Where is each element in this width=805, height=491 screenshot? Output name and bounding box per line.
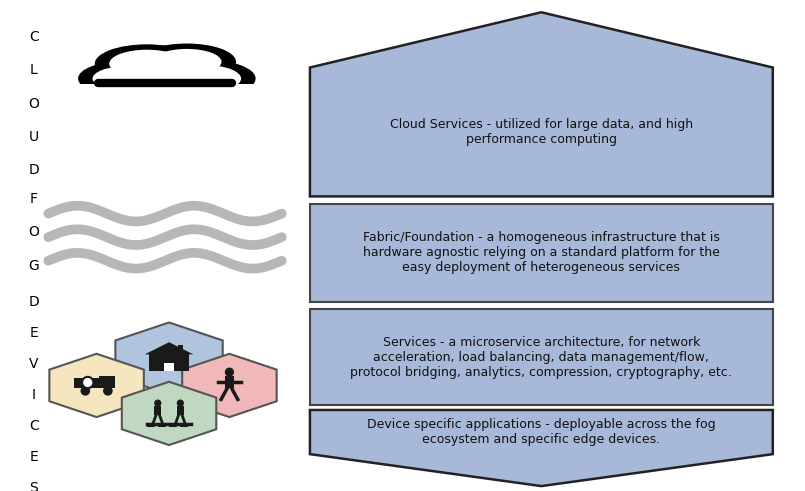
- FancyBboxPatch shape: [42, 84, 288, 113]
- Text: Fabric/Foundation - a homogeneous infrastructure that is
hardware agnostic relyi: Fabric/Foundation - a homogeneous infras…: [363, 231, 720, 274]
- Polygon shape: [122, 382, 217, 445]
- Text: O: O: [28, 97, 39, 110]
- Text: D: D: [28, 164, 39, 177]
- FancyBboxPatch shape: [225, 376, 233, 388]
- Text: G: G: [28, 259, 39, 273]
- Text: C: C: [29, 419, 39, 433]
- Ellipse shape: [138, 44, 236, 80]
- Ellipse shape: [78, 61, 172, 96]
- Text: C: C: [29, 30, 39, 44]
- Ellipse shape: [82, 377, 93, 388]
- Polygon shape: [310, 410, 773, 486]
- Text: I: I: [32, 388, 35, 402]
- Text: Device specific applications - deployable across the fog
ecosystem and specific : Device specific applications - deployabl…: [367, 418, 716, 446]
- Text: E: E: [30, 450, 38, 464]
- FancyBboxPatch shape: [163, 363, 175, 371]
- Ellipse shape: [152, 49, 221, 75]
- FancyBboxPatch shape: [149, 355, 189, 371]
- FancyBboxPatch shape: [178, 346, 184, 351]
- FancyBboxPatch shape: [177, 406, 184, 414]
- FancyBboxPatch shape: [310, 309, 773, 405]
- Ellipse shape: [110, 58, 219, 99]
- Ellipse shape: [169, 65, 242, 92]
- Ellipse shape: [155, 60, 256, 97]
- Text: D: D: [28, 295, 39, 309]
- Text: Services - a microservice architecture, for network
acceleration, load balancing: Services - a microservice architecture, …: [350, 336, 733, 379]
- Polygon shape: [145, 342, 193, 355]
- Ellipse shape: [154, 400, 161, 407]
- Text: E: E: [30, 326, 38, 340]
- Text: F: F: [30, 192, 38, 206]
- FancyBboxPatch shape: [74, 378, 115, 388]
- Ellipse shape: [176, 400, 184, 407]
- Ellipse shape: [93, 66, 158, 91]
- FancyBboxPatch shape: [98, 376, 115, 383]
- Ellipse shape: [109, 50, 184, 78]
- FancyBboxPatch shape: [154, 406, 161, 414]
- Ellipse shape: [103, 386, 113, 396]
- Polygon shape: [310, 12, 773, 196]
- Ellipse shape: [80, 386, 90, 396]
- Text: S: S: [30, 481, 38, 491]
- Text: O: O: [28, 225, 39, 239]
- FancyBboxPatch shape: [310, 204, 773, 302]
- Text: L: L: [30, 63, 38, 77]
- Ellipse shape: [225, 368, 234, 377]
- Text: Cloud Services - utilized for large data, and high
performance computing: Cloud Services - utilized for large data…: [390, 118, 693, 146]
- Ellipse shape: [97, 53, 233, 104]
- Text: U: U: [29, 130, 39, 144]
- Polygon shape: [115, 323, 223, 394]
- Ellipse shape: [95, 44, 199, 83]
- Text: V: V: [29, 357, 39, 371]
- Polygon shape: [49, 354, 144, 417]
- Polygon shape: [182, 354, 277, 417]
